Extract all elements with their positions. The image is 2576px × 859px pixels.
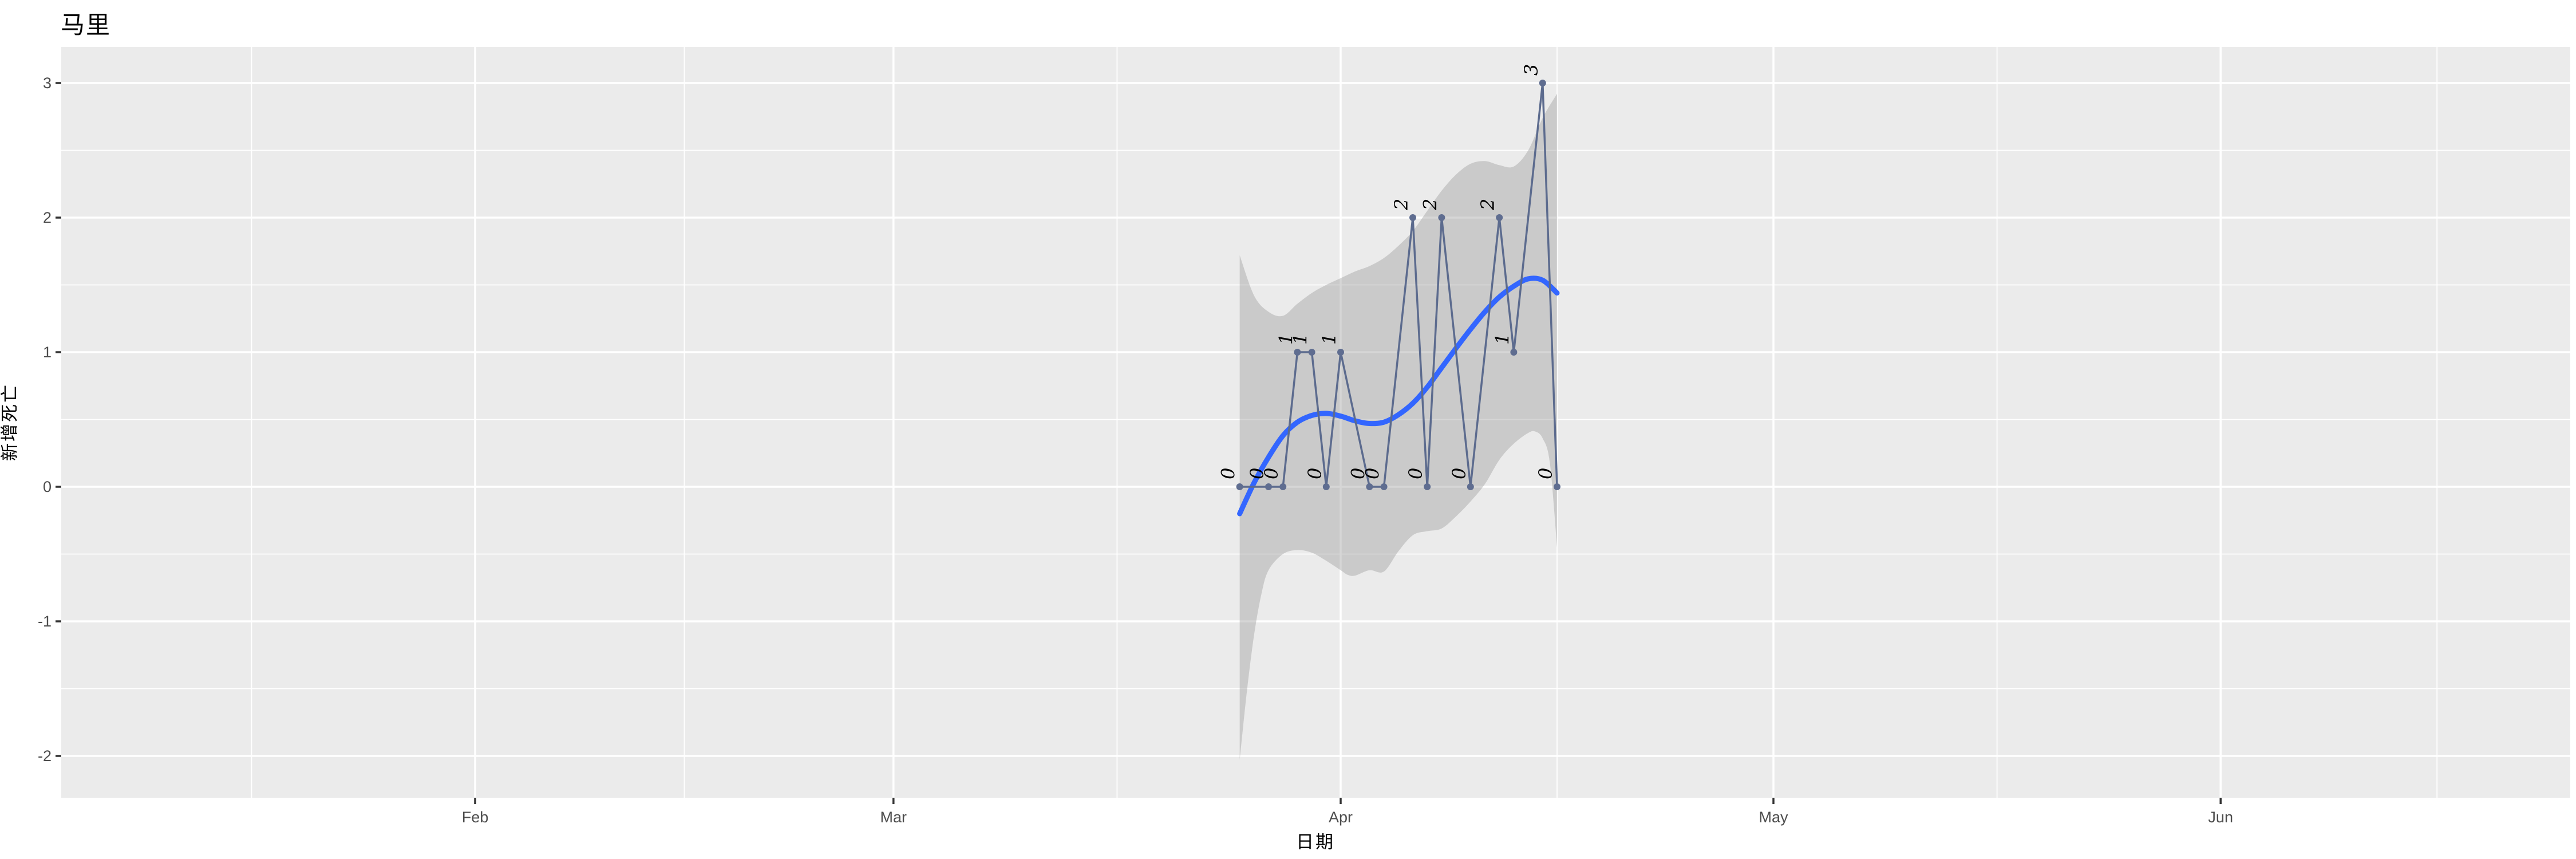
- x-tick-label: Mar: [880, 809, 907, 826]
- data-point: [1554, 483, 1560, 490]
- x-tick-label: Jun: [2208, 809, 2233, 826]
- data-point-label: 0: [1362, 468, 1384, 479]
- data-point: [1322, 483, 1330, 490]
- data-point-label: 1: [1491, 333, 1513, 345]
- data-point-label: 1: [1290, 333, 1311, 345]
- data-point-label: 1: [1275, 333, 1297, 345]
- x-tick-label: Apr: [1329, 809, 1353, 826]
- data-point: [1294, 349, 1301, 356]
- panel-background: [61, 47, 2570, 798]
- data-point-label: 0: [1405, 468, 1427, 479]
- data-point: [1510, 349, 1518, 356]
- smooth-line: [1237, 275, 1560, 517]
- y-tick-label: -1: [38, 613, 52, 630]
- data-point: [1539, 80, 1546, 86]
- data-point-label: 0: [1261, 468, 1282, 479]
- data-point: [1467, 483, 1474, 490]
- data-point: [1424, 483, 1431, 490]
- data-point-label: 1: [1318, 333, 1340, 345]
- data-point: [1308, 349, 1315, 356]
- data-point-label: 0: [1535, 468, 1556, 479]
- y-tick-label: -2: [38, 747, 52, 765]
- data-point-label: 3: [1520, 64, 1542, 76]
- data-point: [1438, 214, 1445, 221]
- data-point-label: 2: [1419, 199, 1441, 211]
- x-tick-label: Feb: [462, 809, 489, 826]
- data-point: [1496, 214, 1503, 221]
- data-point-label: 0: [1347, 468, 1369, 479]
- y-tick-label: 3: [43, 74, 52, 92]
- confidence-ribbon: [1239, 93, 1557, 761]
- plot-title: 马里: [61, 11, 112, 38]
- data-point-label: 0: [1448, 468, 1470, 479]
- data-point: [1236, 483, 1243, 490]
- data-point: [1409, 214, 1416, 221]
- data-point: [1380, 483, 1388, 490]
- y-tick-label: 0: [43, 478, 52, 495]
- data-point: [1366, 483, 1373, 490]
- data-point: [1279, 483, 1287, 490]
- axis-layer: Feb Mar Apr May Jun 3 2 1 0 -1 -2: [38, 74, 2233, 826]
- y-tick-label: 1: [43, 344, 52, 361]
- data-point-label: 0: [1246, 468, 1268, 479]
- x-tick-label: May: [1759, 809, 1788, 826]
- y-axis-title: 新增死亡: [0, 383, 20, 461]
- y-tick-label: 2: [43, 209, 52, 226]
- data-point-label: 0: [1304, 468, 1326, 479]
- x-axis-title: 日期: [1296, 832, 1335, 852]
- data-point: [1337, 349, 1344, 356]
- data-point: [1265, 483, 1272, 490]
- data-point-label: 2: [1477, 199, 1499, 211]
- data-point-label: 2: [1390, 199, 1412, 211]
- data-point-label: 0: [1218, 468, 1239, 479]
